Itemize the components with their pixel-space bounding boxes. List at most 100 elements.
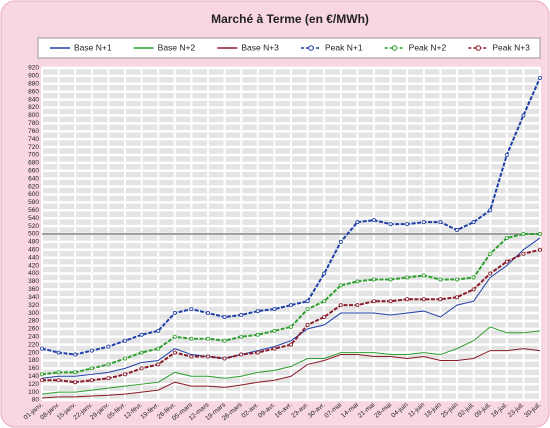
y-tick-label: 620 <box>28 183 39 190</box>
y-tick-label: 520 <box>28 223 39 230</box>
point <box>421 220 426 225</box>
y-tick-label: 800 <box>28 112 39 119</box>
y-tick-label: 560 <box>28 207 39 214</box>
point <box>40 372 45 377</box>
y-tick-label: 600 <box>28 191 39 198</box>
point <box>40 378 45 383</box>
point <box>488 208 493 213</box>
point <box>322 314 327 319</box>
point <box>388 277 393 282</box>
series-line <box>41 326 541 395</box>
point <box>288 303 293 308</box>
point <box>521 113 526 118</box>
point <box>222 314 227 319</box>
point <box>288 324 293 329</box>
point <box>538 231 543 236</box>
point <box>355 303 360 308</box>
point <box>89 366 94 371</box>
point <box>106 362 111 367</box>
y-tick-label: 240 <box>28 333 39 340</box>
point <box>255 350 260 355</box>
legend-marker <box>475 45 482 51</box>
point <box>338 303 343 308</box>
point <box>156 362 161 367</box>
point <box>272 346 277 351</box>
y-tick-label: 120 <box>28 381 39 388</box>
point <box>488 251 493 256</box>
point <box>521 231 526 236</box>
point <box>454 228 459 233</box>
point <box>222 356 227 361</box>
y-tick-label: 400 <box>28 270 39 277</box>
legend-label: Base N+1 <box>74 42 112 52</box>
point <box>56 378 61 383</box>
point <box>123 356 128 361</box>
point <box>504 235 509 240</box>
y-tick-label: 840 <box>28 96 39 103</box>
y-tick-label: 740 <box>28 136 39 143</box>
point <box>172 334 177 339</box>
y-tick-label: 680 <box>28 160 39 167</box>
point <box>56 370 61 375</box>
point <box>305 307 310 312</box>
point <box>272 307 277 312</box>
point <box>471 287 476 292</box>
y-tick-label: 580 <box>28 199 39 206</box>
y-tick-label: 200 <box>28 349 39 356</box>
legend-marker <box>391 45 398 51</box>
y-tick-label: 920 <box>28 65 39 72</box>
y-tick-label: 700 <box>28 152 39 159</box>
legend <box>37 37 541 59</box>
point <box>388 299 393 304</box>
point <box>322 271 327 276</box>
point <box>371 299 376 304</box>
series-line <box>41 237 541 379</box>
chart-title: Marché à Terme (en €/MWh) <box>211 12 369 26</box>
point <box>504 259 509 264</box>
point <box>123 372 128 377</box>
point <box>222 338 227 343</box>
point <box>305 322 310 327</box>
point <box>421 297 426 302</box>
point <box>288 342 293 347</box>
point <box>438 297 443 302</box>
y-tick-label: 380 <box>28 278 39 285</box>
y-tick-label: 500 <box>28 231 39 238</box>
y-tick-label: 820 <box>28 104 39 111</box>
point <box>156 346 161 351</box>
point <box>239 313 244 318</box>
point <box>338 283 343 288</box>
point <box>421 273 426 278</box>
point <box>388 222 393 227</box>
y-tick-label: 260 <box>28 326 39 333</box>
point <box>73 380 78 385</box>
legend-label: Base N+2 <box>158 42 196 52</box>
point <box>205 354 210 359</box>
point <box>73 352 78 357</box>
point <box>521 251 526 256</box>
point <box>272 328 277 333</box>
y-tick-label: 440 <box>28 254 39 261</box>
point <box>405 222 410 227</box>
y-tick-label: 540 <box>28 215 39 222</box>
y-tick-label: 760 <box>28 128 39 135</box>
y-tick-label: 300 <box>28 310 39 317</box>
point <box>172 350 177 355</box>
legend-marker <box>308 45 314 51</box>
point <box>156 328 161 333</box>
point <box>139 350 144 355</box>
series-line <box>41 348 541 399</box>
y-tick-label: 140 <box>28 373 39 380</box>
point <box>454 295 459 300</box>
point <box>438 220 443 225</box>
point <box>538 247 543 252</box>
point <box>538 75 543 80</box>
point <box>371 218 376 223</box>
point <box>189 307 194 312</box>
legend-label: Peak N+2 <box>409 42 447 52</box>
point <box>172 311 177 316</box>
y-tick-label: 900 <box>28 73 39 80</box>
point <box>355 279 360 284</box>
point <box>139 332 144 337</box>
